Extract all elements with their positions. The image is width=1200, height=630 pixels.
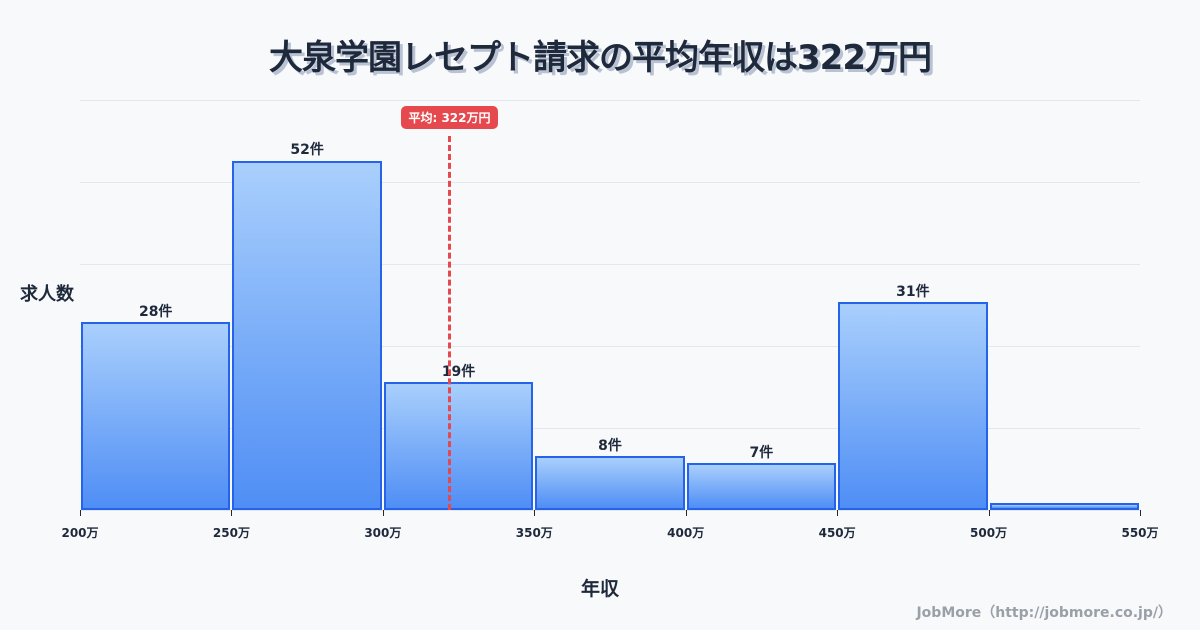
mean-badge: 平均: 322万円 [401, 106, 498, 129]
x-tick-label: 250万 [212, 526, 250, 540]
gridline [80, 346, 1140, 347]
chart-title: 大泉学園レセプト請求の平均年収は322万円 [269, 38, 932, 78]
gridline [80, 182, 1140, 183]
x-axis-label: 年収 [580, 578, 619, 600]
gridline [80, 264, 1140, 265]
x-tick [685, 510, 687, 516]
x-tick-label: 200万 [61, 526, 99, 540]
x-tick [1140, 510, 1141, 516]
plot-area: 28件 52件 19件 8件 7件 31件 200万 250万 300万 350万 400万 450万… [61, 100, 1159, 540]
histogram-bar [535, 456, 685, 510]
gridline [80, 100, 1140, 101]
x-tick-label: 450万 [818, 526, 856, 540]
x-tick-label: 550万 [1121, 526, 1159, 540]
bar-value-label: 28件 [138, 303, 173, 320]
histogram-bar [838, 301, 988, 510]
histogram-bar [989, 503, 1139, 510]
y-axis-label: 求人数 [20, 284, 74, 305]
source-credit: JobMore（http://jobmore.co.jp/） [916, 605, 1172, 621]
histogram-bar [383, 382, 534, 510]
x-tick-label: 400万 [667, 526, 705, 540]
mean-line [448, 136, 452, 510]
x-tick [382, 510, 384, 516]
x-tick [534, 510, 536, 516]
x-tick-label: 350万 [515, 526, 553, 540]
x-tick [837, 510, 839, 516]
bar-value-label: 8件 [598, 438, 622, 455]
bar-value-label: 31件 [896, 283, 930, 300]
histogram-bar [686, 462, 837, 510]
bar-value-label: 7件 [749, 444, 774, 461]
x-tick [80, 510, 81, 516]
gridline [80, 428, 1140, 429]
x-tick-label: 300万 [364, 526, 402, 540]
gridline [80, 510, 1140, 511]
x-tick [231, 510, 233, 516]
histogram-bar [232, 160, 382, 510]
histogram-bar [81, 321, 231, 510]
x-tick-label: 500万 [970, 526, 1008, 540]
x-tick [988, 510, 990, 516]
bar-value-label: 52件 [290, 142, 324, 159]
bar-value-label: 19件 [441, 364, 476, 381]
